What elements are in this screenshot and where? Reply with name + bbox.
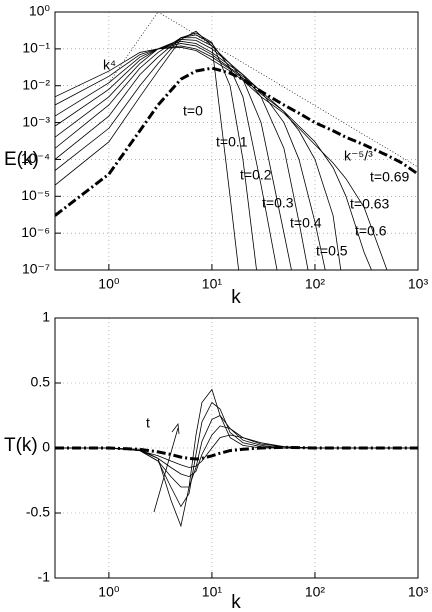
- y-tick-label: 10⁻²: [22, 76, 50, 92]
- series-line: [55, 37, 292, 270]
- y-tick-label: 10⁻⁶: [21, 224, 50, 240]
- series-line: [55, 445, 418, 461]
- series-line: [55, 45, 372, 270]
- y-tick-label: 10⁻⁷: [22, 261, 50, 277]
- plot-area: [55, 12, 418, 270]
- series-line: [55, 66, 418, 217]
- y-tick-label: 10⁰: [29, 3, 51, 19]
- series-label: t=0: [183, 103, 203, 119]
- series-line: [55, 401, 418, 508]
- x-tick-label: 10¹: [202, 276, 223, 292]
- y-tick-label: 0.5: [31, 374, 51, 390]
- x-tick-label: 10⁰: [98, 276, 120, 292]
- series-line: [157, 12, 418, 168]
- series-label: t=0.2: [240, 167, 272, 183]
- y-tick-label: -1: [38, 569, 51, 585]
- y-tick-label: 10⁻³: [22, 113, 50, 129]
- x-axis-label: k: [231, 287, 241, 308]
- y-tick-label: 10⁻⁴: [21, 150, 50, 166]
- x-tick-label: 10¹: [202, 584, 223, 600]
- plot-frame: [54, 317, 419, 579]
- series-label: t=0.5: [316, 243, 348, 259]
- series-line: [55, 46, 388, 270]
- x-tick-label: 10²: [305, 584, 326, 600]
- x-axis-label: k: [231, 592, 241, 612]
- series-line: [55, 414, 418, 488]
- series-line: [55, 34, 278, 270]
- x-tick-label: 10²: [305, 276, 326, 292]
- series-line: [55, 43, 342, 270]
- series-line: [55, 30, 240, 270]
- series-line: [55, 39, 309, 270]
- y-tick-label: -0.5: [26, 504, 50, 520]
- annotation: t: [146, 415, 150, 431]
- arrow-head: [171, 422, 180, 435]
- series-label: t=0.4: [290, 215, 322, 231]
- x-tick-label: 10³: [408, 584, 429, 600]
- series-label: k⁻⁵/³: [344, 148, 373, 164]
- series-label: t=0.63: [350, 196, 390, 212]
- series-line: [55, 388, 418, 528]
- plot-frame: [54, 11, 419, 271]
- y-axis-label: E(k): [4, 149, 39, 170]
- y-tick-label: 10⁻⁵: [21, 187, 50, 203]
- x-tick-label: 10³: [408, 276, 429, 292]
- series-label: k⁴: [103, 57, 116, 73]
- y-tick-label: 0: [42, 439, 50, 455]
- series-line: [55, 32, 257, 270]
- plot-area: [55, 388, 418, 528]
- y-tick-label: 10⁻¹: [22, 40, 50, 56]
- y-axis-label: T(k): [4, 435, 38, 456]
- series-label: t=0.6: [355, 223, 387, 239]
- series-line: [55, 40, 326, 270]
- series-line: [55, 434, 418, 468]
- series-label: t=0.69: [370, 169, 410, 185]
- y-tick-label: 1: [42, 309, 50, 325]
- series-label: t=0.1: [216, 134, 248, 150]
- x-tick-label: 10⁰: [98, 584, 120, 600]
- series-label: t=0.3: [262, 195, 294, 211]
- arrow: [153, 427, 179, 513]
- series-line: [108, 12, 159, 83]
